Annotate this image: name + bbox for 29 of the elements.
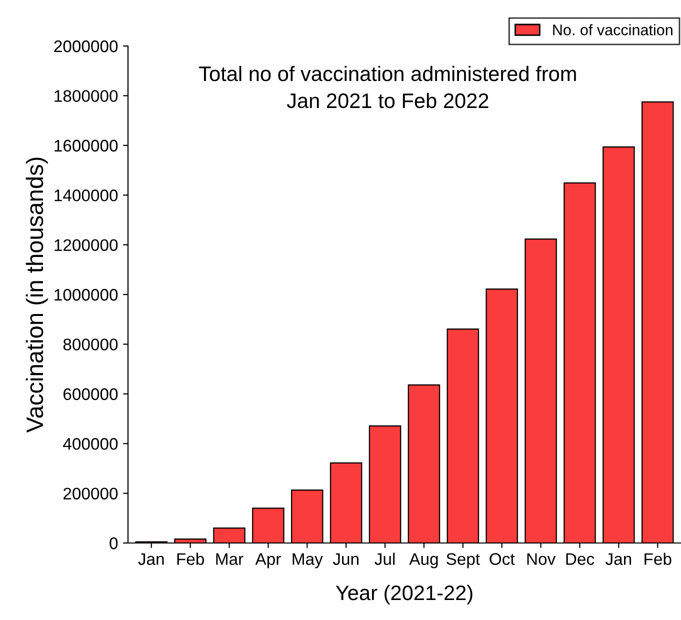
x-tick-label: Jul: [374, 552, 395, 565]
y-tick-label: 1200000: [54, 239, 118, 252]
y-tick-label: 1400000: [54, 190, 118, 202]
x-tick-label: Oct: [490, 553, 515, 565]
x-tick-label: Jan: [138, 553, 164, 565]
x-tick-label: Mar: [216, 553, 244, 565]
x-tick-label: May: [292, 553, 323, 568]
y-tick-label: 800000: [63, 338, 118, 350]
x-tick-label: Dec: [566, 553, 594, 565]
y-tick-label: 1800000: [54, 90, 118, 102]
x-axis-title: Year (2021-22): [336, 584, 472, 604]
y-tick-label: 1600000: [54, 140, 118, 152]
y-axis-title: Vaccination (in thousands): [26, 158, 48, 433]
x-tick-label: Feb: [177, 552, 204, 565]
text: Total no of vaccination administered from Jan 2021 to Feb 2022: [199, 66, 576, 108]
x-tick-label: Feb: [644, 552, 672, 565]
y-tick-label: 400000: [63, 438, 118, 450]
x-tick-label: Sept: [446, 553, 480, 568]
y-tick-label: 2000000: [54, 40, 118, 52]
x-tick-label: Apr: [255, 553, 281, 568]
y-tick-label: 1000000: [54, 288, 118, 301]
x-tick-label: Nov: [527, 553, 556, 565]
legend-label: No. of vaccination: [553, 24, 672, 36]
x-tick-label: Aug: [409, 553, 438, 568]
x-tick-label: Jun: [332, 553, 358, 565]
y-tick-label: 0: [110, 537, 118, 550]
y-tick-label: 200000: [64, 488, 118, 500]
y-tick-label: 600000: [64, 388, 118, 400]
x-tick-label: Jan: [606, 553, 632, 565]
